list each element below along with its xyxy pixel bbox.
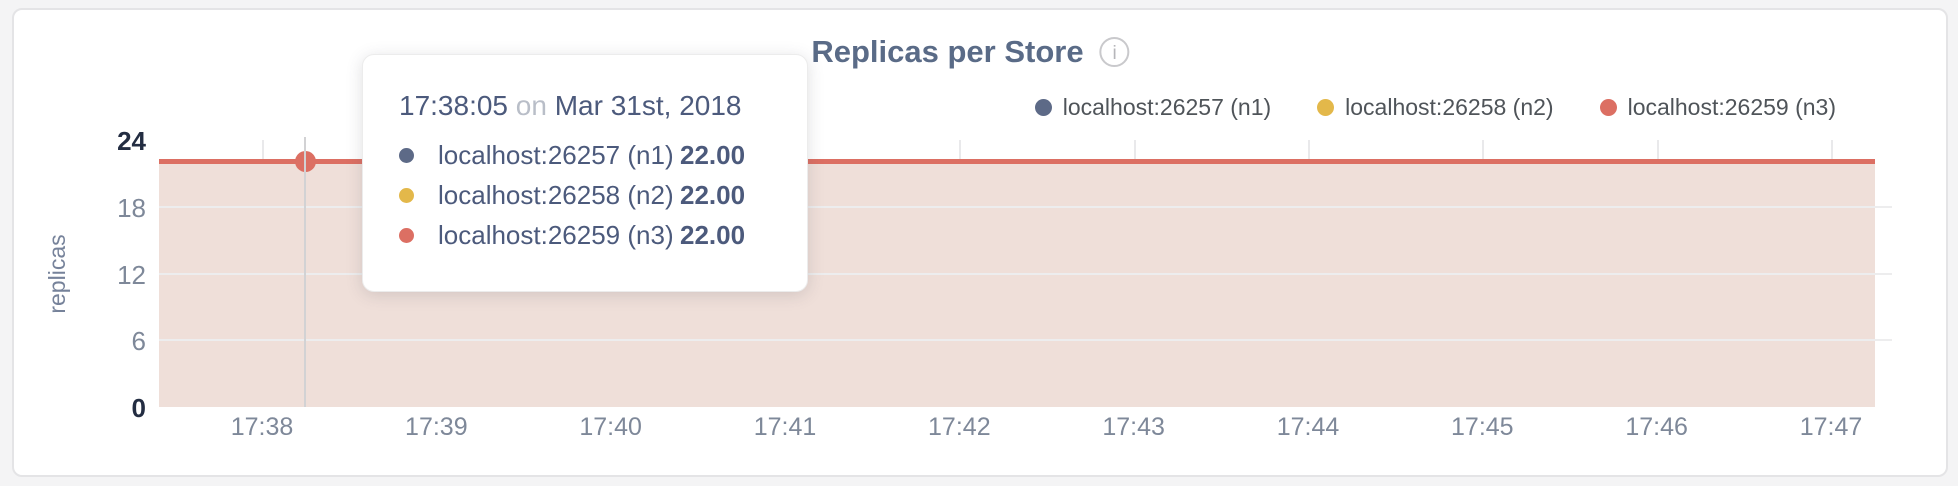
x-tick-label: 17:47 (1799, 413, 1863, 441)
info-icon[interactable]: i (1099, 37, 1130, 67)
tooltip-series-name: localhost:26257 (n1) (438, 139, 674, 170)
x-tick-label: 17:41 (753, 413, 817, 441)
gridline-horizontal (159, 205, 1892, 208)
tooltip-date: Mar 31st, 2018 (554, 90, 742, 121)
y-axis-labels: 0 6 12 18 24 (14, 10, 1946, 475)
legend-series-dot (1317, 99, 1335, 116)
chart-header: Replicas per Store i (811, 34, 1130, 70)
tooltip-series-value: 22.00 (680, 219, 746, 250)
series-line (159, 159, 1875, 164)
legend-item[interactable]: localhost:26258 (n2) (1317, 94, 1554, 121)
chart-card: Replicas per Store i localhost:26257 (n1… (12, 8, 1948, 477)
x-tick-label: 17:46 (1625, 413, 1688, 441)
y-tick-label: 0 (131, 393, 146, 423)
x-tick-label: 17:45 (1451, 413, 1514, 441)
crosshair-line (304, 137, 306, 407)
tooltip-series-value: 22.00 (680, 179, 746, 210)
x-tick-label: 17:38 (230, 413, 294, 441)
x-tick-label: 17:39 (405, 413, 468, 441)
y-tick-label: 6 (131, 326, 146, 357)
legend-series-dot (1599, 99, 1617, 116)
tooltip-series-dot (399, 187, 414, 203)
x-tick-label: 17:44 (1276, 413, 1340, 441)
legend-item-label: localhost:26257 (n1) (1062, 94, 1272, 120)
y-tick-label: 24 (117, 126, 146, 156)
tooltip-series-row: localhost:26259 (n3) 22.00 (399, 219, 771, 250)
tooltip-series-name: localhost:26258 (n2) (438, 179, 674, 210)
gridline-horizontal (159, 272, 1892, 275)
legend-series-dot (1034, 99, 1052, 116)
tooltip-series-row: localhost:26258 (n2) 22.00 (399, 179, 771, 210)
tooltip-header: 17:38:05 on Mar 31st, 2018 (399, 91, 771, 121)
gridline-horizontal (159, 339, 1892, 342)
tooltip-series-dot (399, 227, 414, 243)
x-tick-label: 17:42 (928, 413, 991, 441)
legend-item-label: localhost:26259 (n3) (1627, 94, 1836, 120)
tooltip-series-name: localhost:26259 (n3) (438, 219, 674, 250)
y-tick-label: 18 (117, 192, 146, 223)
tooltip-series-row: localhost:26257 (n1) 22.00 (399, 139, 771, 170)
x-axis-labels: 17:38 17:39 17:40 17:41 17:42 17:43 17:44 17:45… (14, 10, 1946, 475)
tooltip-conjunction: on (515, 90, 547, 121)
x-tick-label: 17:43 (1102, 413, 1165, 441)
chart-tooltip: 17:38:05 on Mar 31st, 2018 localhost:262… (362, 54, 808, 292)
tooltip-series-dot (399, 147, 414, 163)
legend-item-label: localhost:26258 (n2) (1345, 94, 1554, 120)
tooltip-series-value: 22.00 (680, 139, 746, 170)
legend-item[interactable]: localhost:26257 (n1) (1034, 94, 1272, 121)
legend-item[interactable]: localhost:26259 (n3) (1599, 94, 1836, 121)
y-tick-label: 12 (117, 259, 146, 290)
legend: localhost:26257 (n1) localhost:26258 (n2)… (1034, 94, 1836, 121)
tooltip-rows: localhost:26257 (n1) 22.00 localhost:26258… (399, 139, 771, 250)
x-tick-label: 17:40 (579, 413, 642, 441)
horizontal-gridlines (14, 10, 1946, 475)
chart-title: Replicas per Store (811, 34, 1084, 69)
tooltip-time: 17:38:05 (399, 90, 508, 121)
